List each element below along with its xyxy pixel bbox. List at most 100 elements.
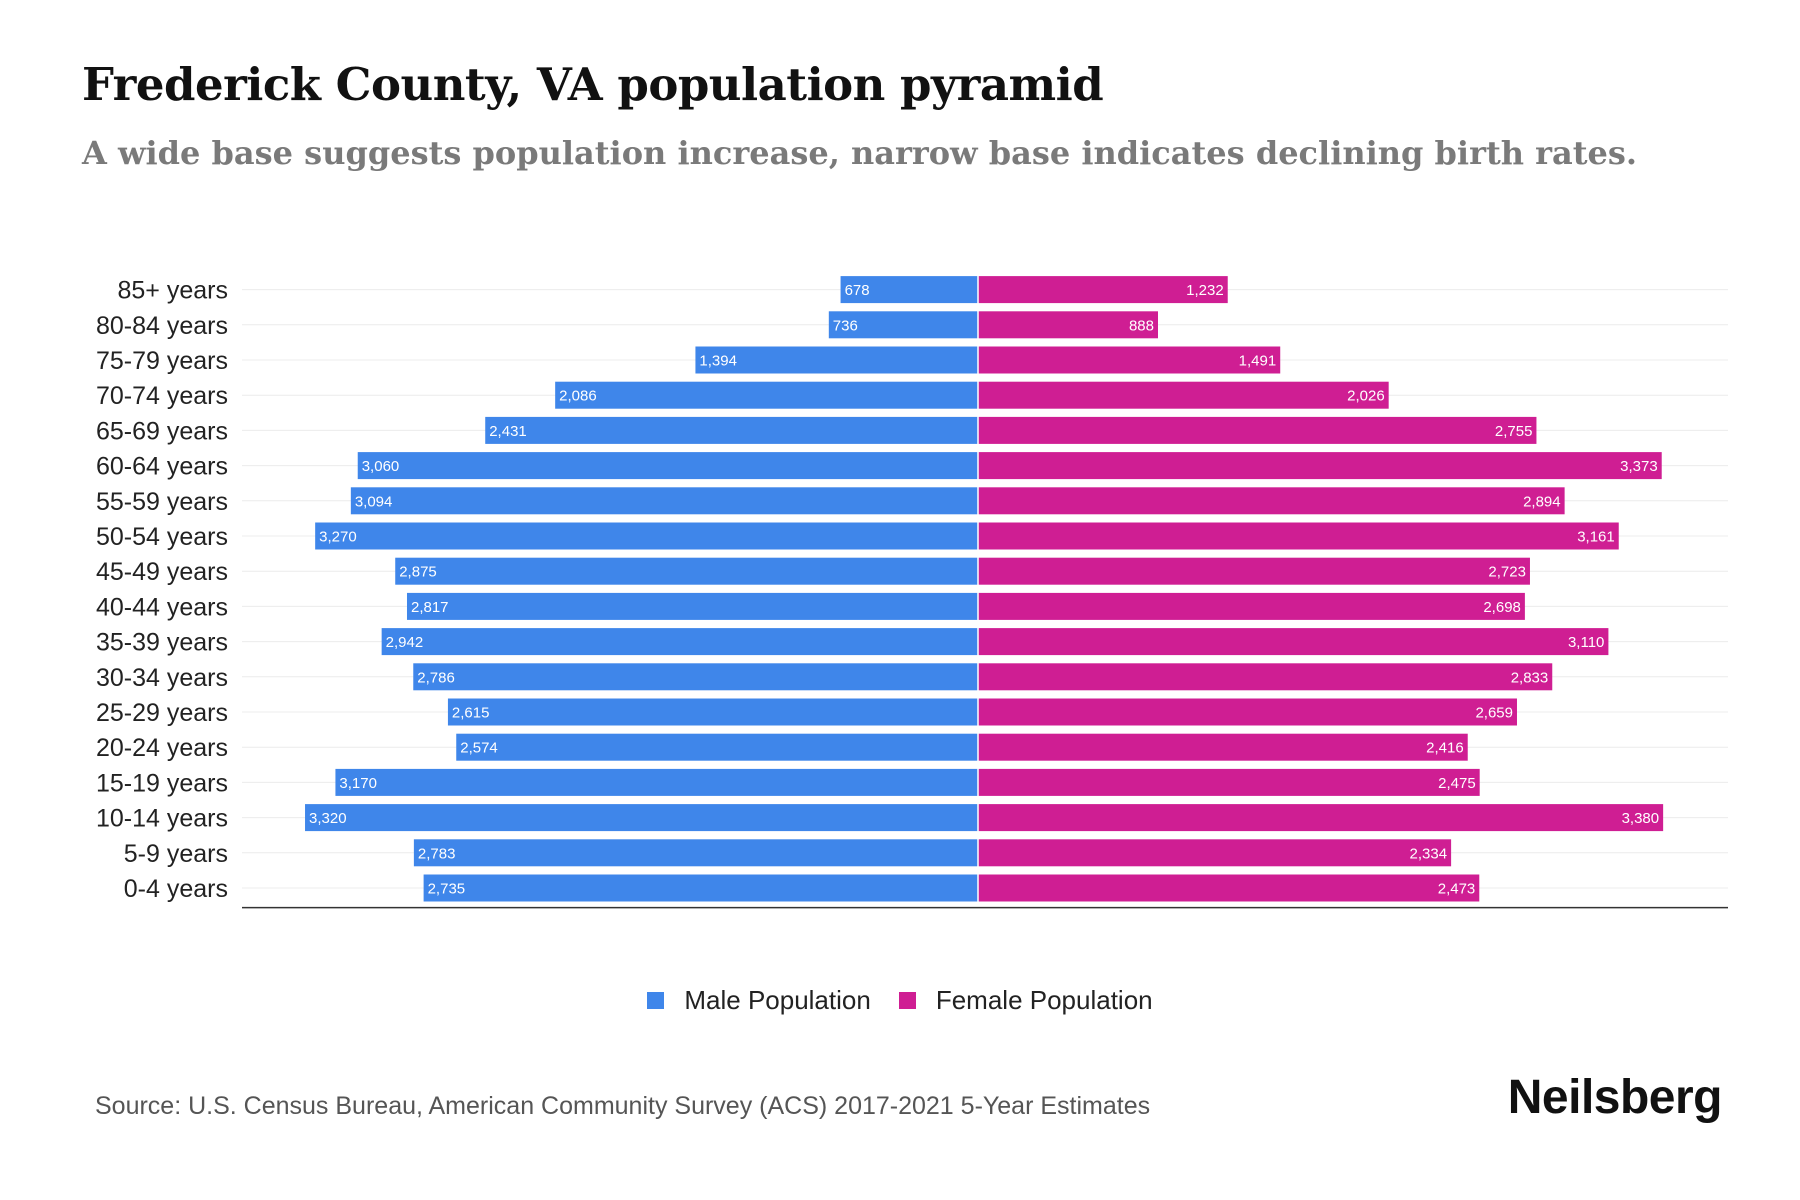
legend-label-female: Female Population xyxy=(935,985,1153,1015)
male-bar xyxy=(695,346,978,374)
brand-logo: Neilsberg xyxy=(1507,1071,1723,1124)
male-bar xyxy=(350,487,978,515)
male-value-label: 678 xyxy=(845,282,870,299)
legend-item-female: Female Population xyxy=(898,985,1153,1016)
male-bar xyxy=(456,733,978,761)
male-bar xyxy=(395,557,978,585)
male-bar xyxy=(315,522,978,550)
female-bar xyxy=(978,839,1452,867)
male-bar xyxy=(485,416,978,444)
female-bar xyxy=(978,416,1537,444)
female-bar xyxy=(978,733,1468,761)
male-value-label: 3,060 xyxy=(362,458,400,475)
male-value-label: 3,094 xyxy=(355,493,393,510)
male-value-label: 736 xyxy=(833,317,858,334)
category-label: 0-4 years xyxy=(124,875,228,903)
male-value-label: 2,574 xyxy=(460,740,498,757)
female-value-label: 3,373 xyxy=(1620,458,1658,475)
category-label: 60-64 years xyxy=(96,453,228,481)
male-bar xyxy=(335,768,978,796)
male-bar xyxy=(381,628,978,656)
female-bar xyxy=(978,698,1517,726)
female-bar xyxy=(978,381,1389,409)
category-label: 20-24 years xyxy=(96,734,228,762)
female-value-label: 2,334 xyxy=(1410,845,1448,862)
female-value-label: 2,698 xyxy=(1483,599,1521,616)
female-value-label: 3,161 xyxy=(1577,529,1615,546)
male-value-label: 2,431 xyxy=(489,423,527,440)
female-value-label: 888 xyxy=(1129,317,1154,334)
category-label: 85+ years xyxy=(118,277,229,305)
category-label: 50-54 years xyxy=(96,523,228,551)
category-label: 30-34 years xyxy=(96,664,228,692)
category-label: 35-39 years xyxy=(96,629,228,657)
category-label: 25-29 years xyxy=(96,699,228,727)
female-bar xyxy=(978,768,1480,796)
male-bar xyxy=(413,663,978,691)
male-value-label: 1,394 xyxy=(699,353,737,370)
male-value-label: 3,320 xyxy=(309,810,347,827)
legend: Male Population Female Population xyxy=(0,985,1800,1016)
female-value-label: 2,475 xyxy=(1438,775,1476,792)
population-pyramid-chart: 85+ years 678 1,232 80-84 years 736 888 75-79 … xyxy=(95,276,1728,909)
female-bar xyxy=(978,522,1619,550)
male-value-label: 3,170 xyxy=(339,775,377,792)
female-value-label: 3,380 xyxy=(1622,810,1660,827)
source-note: Source: U.S. Census Bureau, American Com… xyxy=(95,1092,1151,1120)
male-value-label: 2,875 xyxy=(399,564,437,581)
female-bar xyxy=(978,487,1565,515)
female-bar xyxy=(978,628,1609,656)
legend-label-male: Male Population xyxy=(684,985,871,1015)
female-bar xyxy=(978,592,1525,620)
chart-subtitle: A wide base suggests population increase… xyxy=(82,134,1638,172)
female-bar xyxy=(978,311,1158,339)
female-value-label: 2,416 xyxy=(1426,740,1464,757)
male-value-label: 2,735 xyxy=(428,881,466,898)
female-value-label: 1,491 xyxy=(1239,353,1277,370)
category-label: 15-19 years xyxy=(96,769,228,797)
category-label: 10-14 years xyxy=(96,805,228,833)
category-label: 45-49 years xyxy=(96,558,228,586)
male-bar xyxy=(406,592,979,620)
male-value-label: 2,783 xyxy=(418,845,456,862)
male-bar xyxy=(305,804,978,832)
female-bar xyxy=(978,276,1228,304)
male-value-label: 2,786 xyxy=(417,669,455,686)
category-label: 65-69 years xyxy=(96,417,228,445)
male-bar xyxy=(447,698,978,726)
category-label: 5-9 years xyxy=(124,840,228,868)
female-bar xyxy=(978,346,1281,374)
male-bar xyxy=(828,311,978,339)
male-bar xyxy=(357,452,978,480)
category-label: 55-59 years xyxy=(96,488,228,516)
male-bar xyxy=(555,381,978,409)
male-value-label: 2,817 xyxy=(411,599,449,616)
male-bar xyxy=(840,276,978,304)
chart-title: Frederick County, VA population pyramid xyxy=(82,58,1104,111)
female-bar xyxy=(978,557,1530,585)
female-value-label: 2,473 xyxy=(1438,881,1476,898)
category-label: 75-79 years xyxy=(96,347,228,375)
female-value-label: 1,232 xyxy=(1186,282,1224,299)
male-value-label: 2,942 xyxy=(386,634,424,651)
female-value-label: 2,755 xyxy=(1495,423,1533,440)
legend-swatch-female xyxy=(898,992,916,1009)
male-bar xyxy=(423,874,978,902)
female-value-label: 2,723 xyxy=(1488,564,1526,581)
male-value-label: 2,615 xyxy=(452,705,490,722)
male-bar xyxy=(413,839,978,867)
female-bar xyxy=(978,804,1664,832)
female-bar xyxy=(978,663,1553,691)
legend-item-male: Male Population xyxy=(647,985,871,1016)
female-bar xyxy=(978,874,1480,902)
legend-swatch-male xyxy=(647,992,665,1009)
female-value-label: 2,659 xyxy=(1475,705,1513,722)
category-label: 40-44 years xyxy=(96,593,228,621)
female-bar xyxy=(978,452,1662,480)
female-value-label: 3,110 xyxy=(1568,634,1604,651)
female-value-label: 2,833 xyxy=(1511,669,1549,686)
female-value-label: 2,894 xyxy=(1523,493,1561,510)
male-value-label: 2,086 xyxy=(559,388,597,405)
category-label: 70-74 years xyxy=(96,382,228,410)
category-label: 80-84 years xyxy=(96,312,228,340)
